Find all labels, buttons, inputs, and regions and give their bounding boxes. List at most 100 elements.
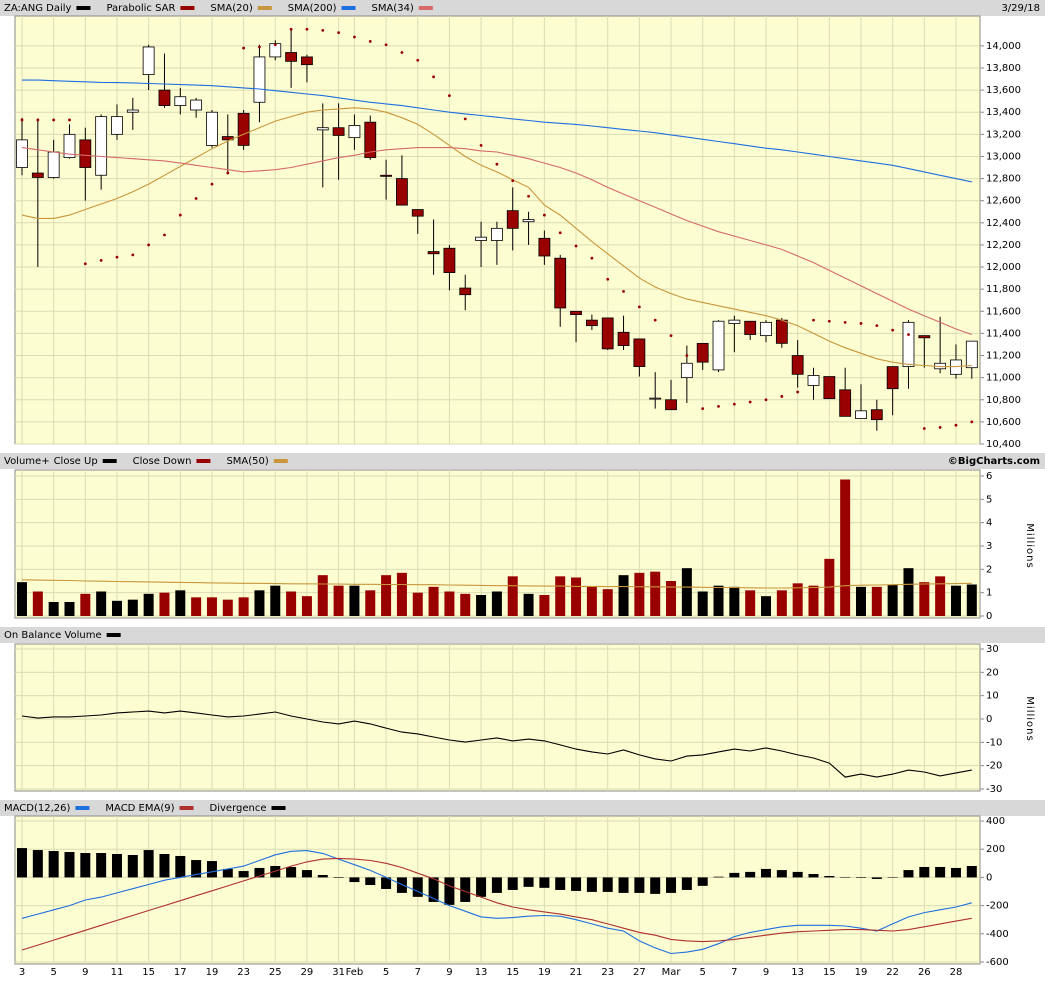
bar (127, 854, 138, 878)
bar (950, 585, 961, 616)
bar (143, 593, 154, 616)
sar-dot (891, 328, 895, 332)
bar (666, 581, 677, 616)
legend-label: MACD EMA(9) (105, 803, 174, 814)
sar-dot (812, 318, 815, 322)
sar-dot (606, 277, 610, 281)
candle-body (775, 319, 788, 344)
x-tick-label: 15 (823, 967, 836, 978)
legend-swatch (179, 806, 194, 810)
sar-dot (194, 197, 198, 200)
candle-body (760, 321, 772, 337)
bar (317, 875, 328, 878)
bar (808, 874, 819, 878)
sar-dot (432, 75, 435, 79)
series-line (21, 107, 972, 368)
sar-dot (368, 40, 372, 43)
bar (666, 877, 677, 893)
bar (681, 568, 692, 616)
sar-dot (52, 118, 56, 122)
bar (761, 868, 772, 878)
sar-dot (827, 319, 831, 323)
bar (745, 871, 756, 878)
x-tick-label: 15 (506, 967, 519, 978)
bar (428, 586, 439, 616)
candle-body (490, 227, 503, 241)
bar (349, 585, 360, 616)
x-tick-label: 29 (301, 967, 314, 978)
candle-body (965, 340, 978, 369)
bar (871, 586, 882, 616)
chart-date: 3/29/18 (1001, 3, 1040, 14)
sar-dot (622, 289, 625, 293)
candle-body (190, 99, 203, 111)
sar-dot (954, 423, 958, 427)
candle-body (538, 237, 551, 257)
sar-dot (68, 118, 71, 122)
sar-dot (938, 426, 942, 429)
bar (365, 590, 376, 616)
y-tick-label: 0 (986, 611, 992, 622)
bar (191, 860, 202, 878)
sar-dot (796, 390, 800, 394)
y-tick-label: 11,800 (986, 284, 1021, 295)
y-tick-label: 1 (986, 588, 992, 599)
candle-body (918, 335, 931, 339)
candle-body (411, 209, 424, 217)
bar (697, 591, 708, 616)
candle-body (744, 320, 757, 335)
x-tick-label: 9 (763, 967, 769, 978)
candle-body (443, 247, 456, 273)
legend-swatch (102, 459, 117, 463)
bar (254, 867, 265, 878)
bar (96, 853, 107, 878)
y-tick-label: -600 (986, 957, 1009, 968)
sar-dot (590, 256, 594, 260)
bar (935, 576, 946, 616)
bar (729, 586, 740, 616)
legend-swatch (76, 6, 91, 10)
candle-body (380, 174, 392, 177)
bar (571, 577, 582, 616)
x-tick-label: 31 (332, 967, 345, 978)
bar (491, 591, 502, 616)
y-tick-label: 200 (986, 844, 1005, 855)
legend-label: SMA(50) (226, 456, 268, 467)
y-tick-label: 0 (986, 872, 992, 883)
bar (444, 591, 455, 616)
x-tick-label: 19 (206, 967, 219, 978)
bar (286, 591, 297, 616)
bar (111, 600, 122, 616)
sar-dot (163, 233, 166, 237)
candle-body (585, 319, 598, 327)
y-tick-label: 400 (986, 816, 1005, 827)
x-tick-label: 7 (415, 967, 421, 978)
sar-dot (732, 402, 736, 406)
bar (539, 595, 550, 616)
bar (697, 877, 708, 886)
bar (491, 877, 502, 893)
sar-dot (305, 27, 309, 31)
sar-dot (511, 179, 515, 183)
bar (460, 877, 471, 902)
bar (301, 870, 312, 878)
bar (412, 592, 423, 616)
bar (840, 479, 851, 616)
sar-dot (701, 407, 705, 411)
legend-swatch (273, 459, 288, 463)
x-tick-label: 22 (886, 967, 899, 978)
sar-dot (653, 318, 657, 322)
bar (523, 877, 534, 887)
bar (602, 877, 613, 892)
bar (80, 853, 91, 878)
sar-dot (859, 322, 863, 325)
y-tick-label: 3 (986, 541, 992, 552)
sar-dot (353, 35, 356, 39)
bar (792, 583, 803, 616)
bar (681, 877, 692, 890)
sar-dot (970, 420, 974, 424)
sar-dot (685, 354, 689, 357)
candle-body (316, 127, 329, 131)
sar-dot (542, 213, 546, 217)
legend-swatch (196, 459, 211, 463)
